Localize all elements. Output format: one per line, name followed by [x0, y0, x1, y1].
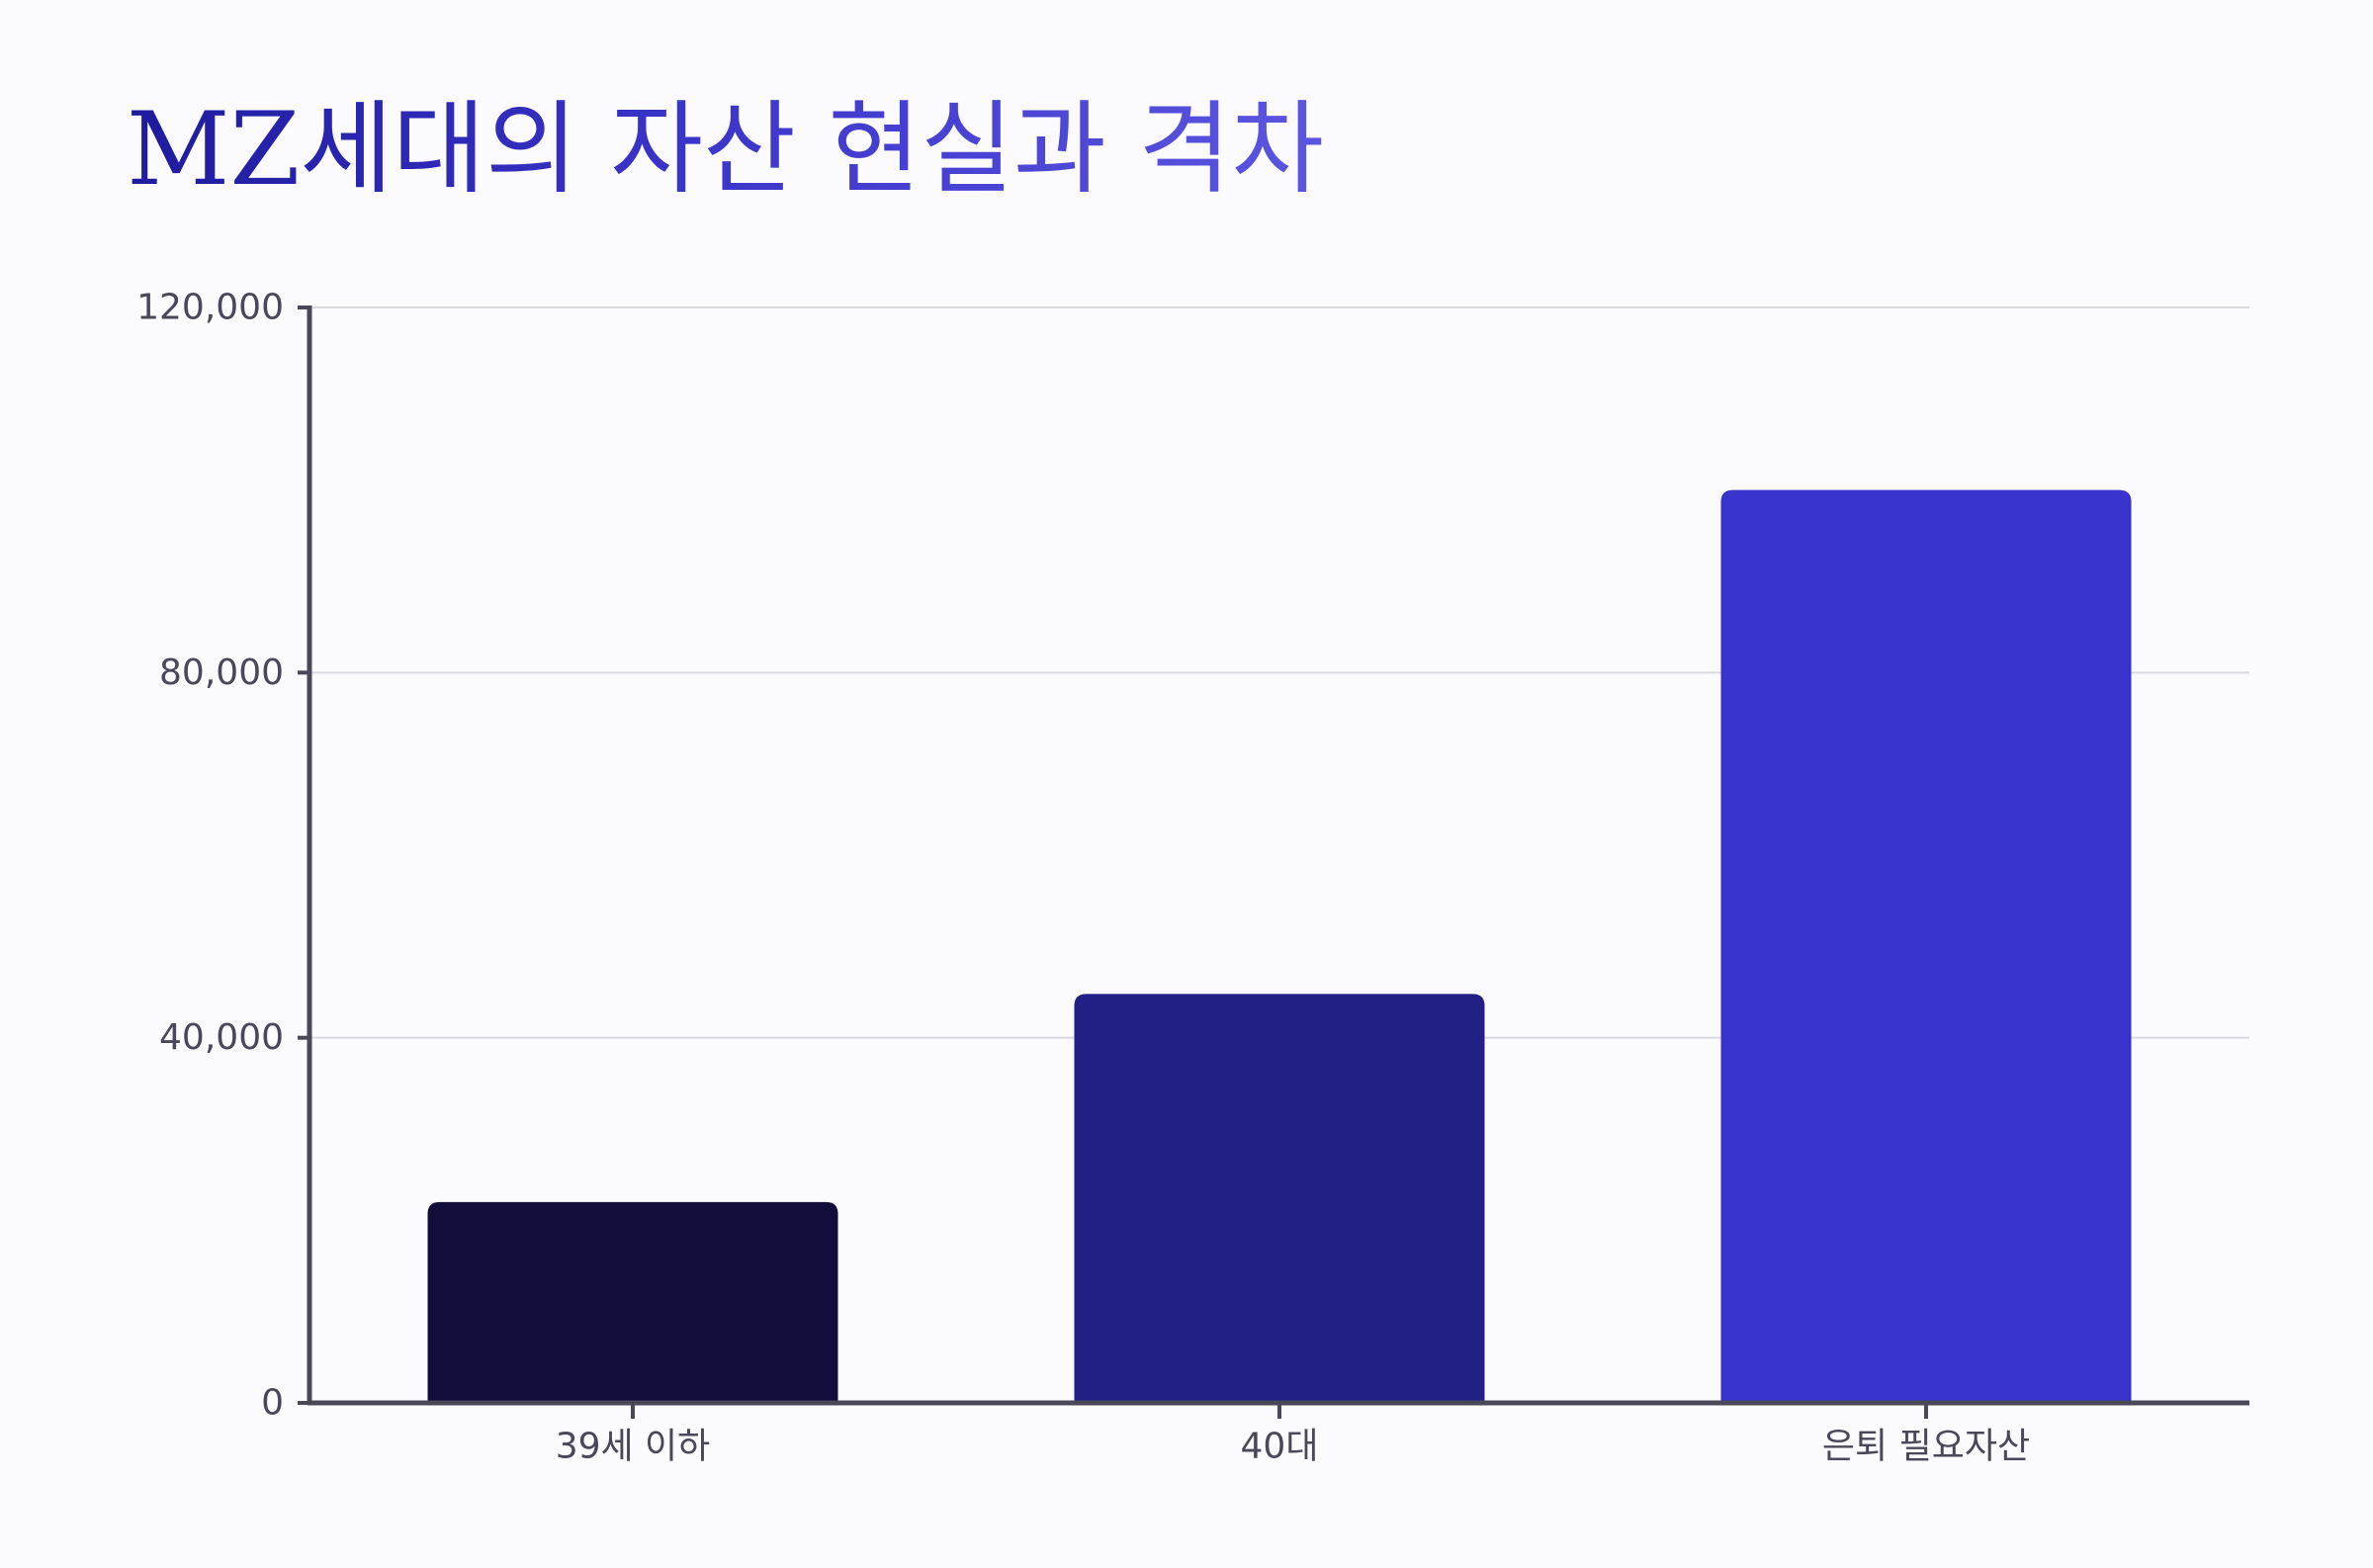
y-tick-label: 40,000 — [159, 1017, 284, 1058]
bar-2 — [1074, 994, 1485, 1403]
y-tick-label: 120,000 — [136, 288, 284, 328]
x-tick-label: 은퇴 필요자산 — [1822, 1427, 2030, 1467]
x-tick-label: 39세 이하 — [556, 1427, 711, 1467]
x-tick-label: 40대 — [1241, 1427, 1319, 1467]
bar-3 — [1720, 489, 2132, 1404]
y-tick-labels: 0 40,000 80,000 120,000 — [136, 288, 309, 1424]
chart-title: MZ세대의 자산 현실과 격차 — [127, 91, 1324, 209]
x-tick-labels: 39세 이하 40대 은퇴 필요자산 — [556, 1403, 2030, 1467]
bar-1 — [427, 1201, 838, 1403]
y-tick-label: 0 — [261, 1383, 284, 1424]
y-tick-label: 80,000 — [159, 653, 284, 693]
bars — [427, 489, 2132, 1404]
